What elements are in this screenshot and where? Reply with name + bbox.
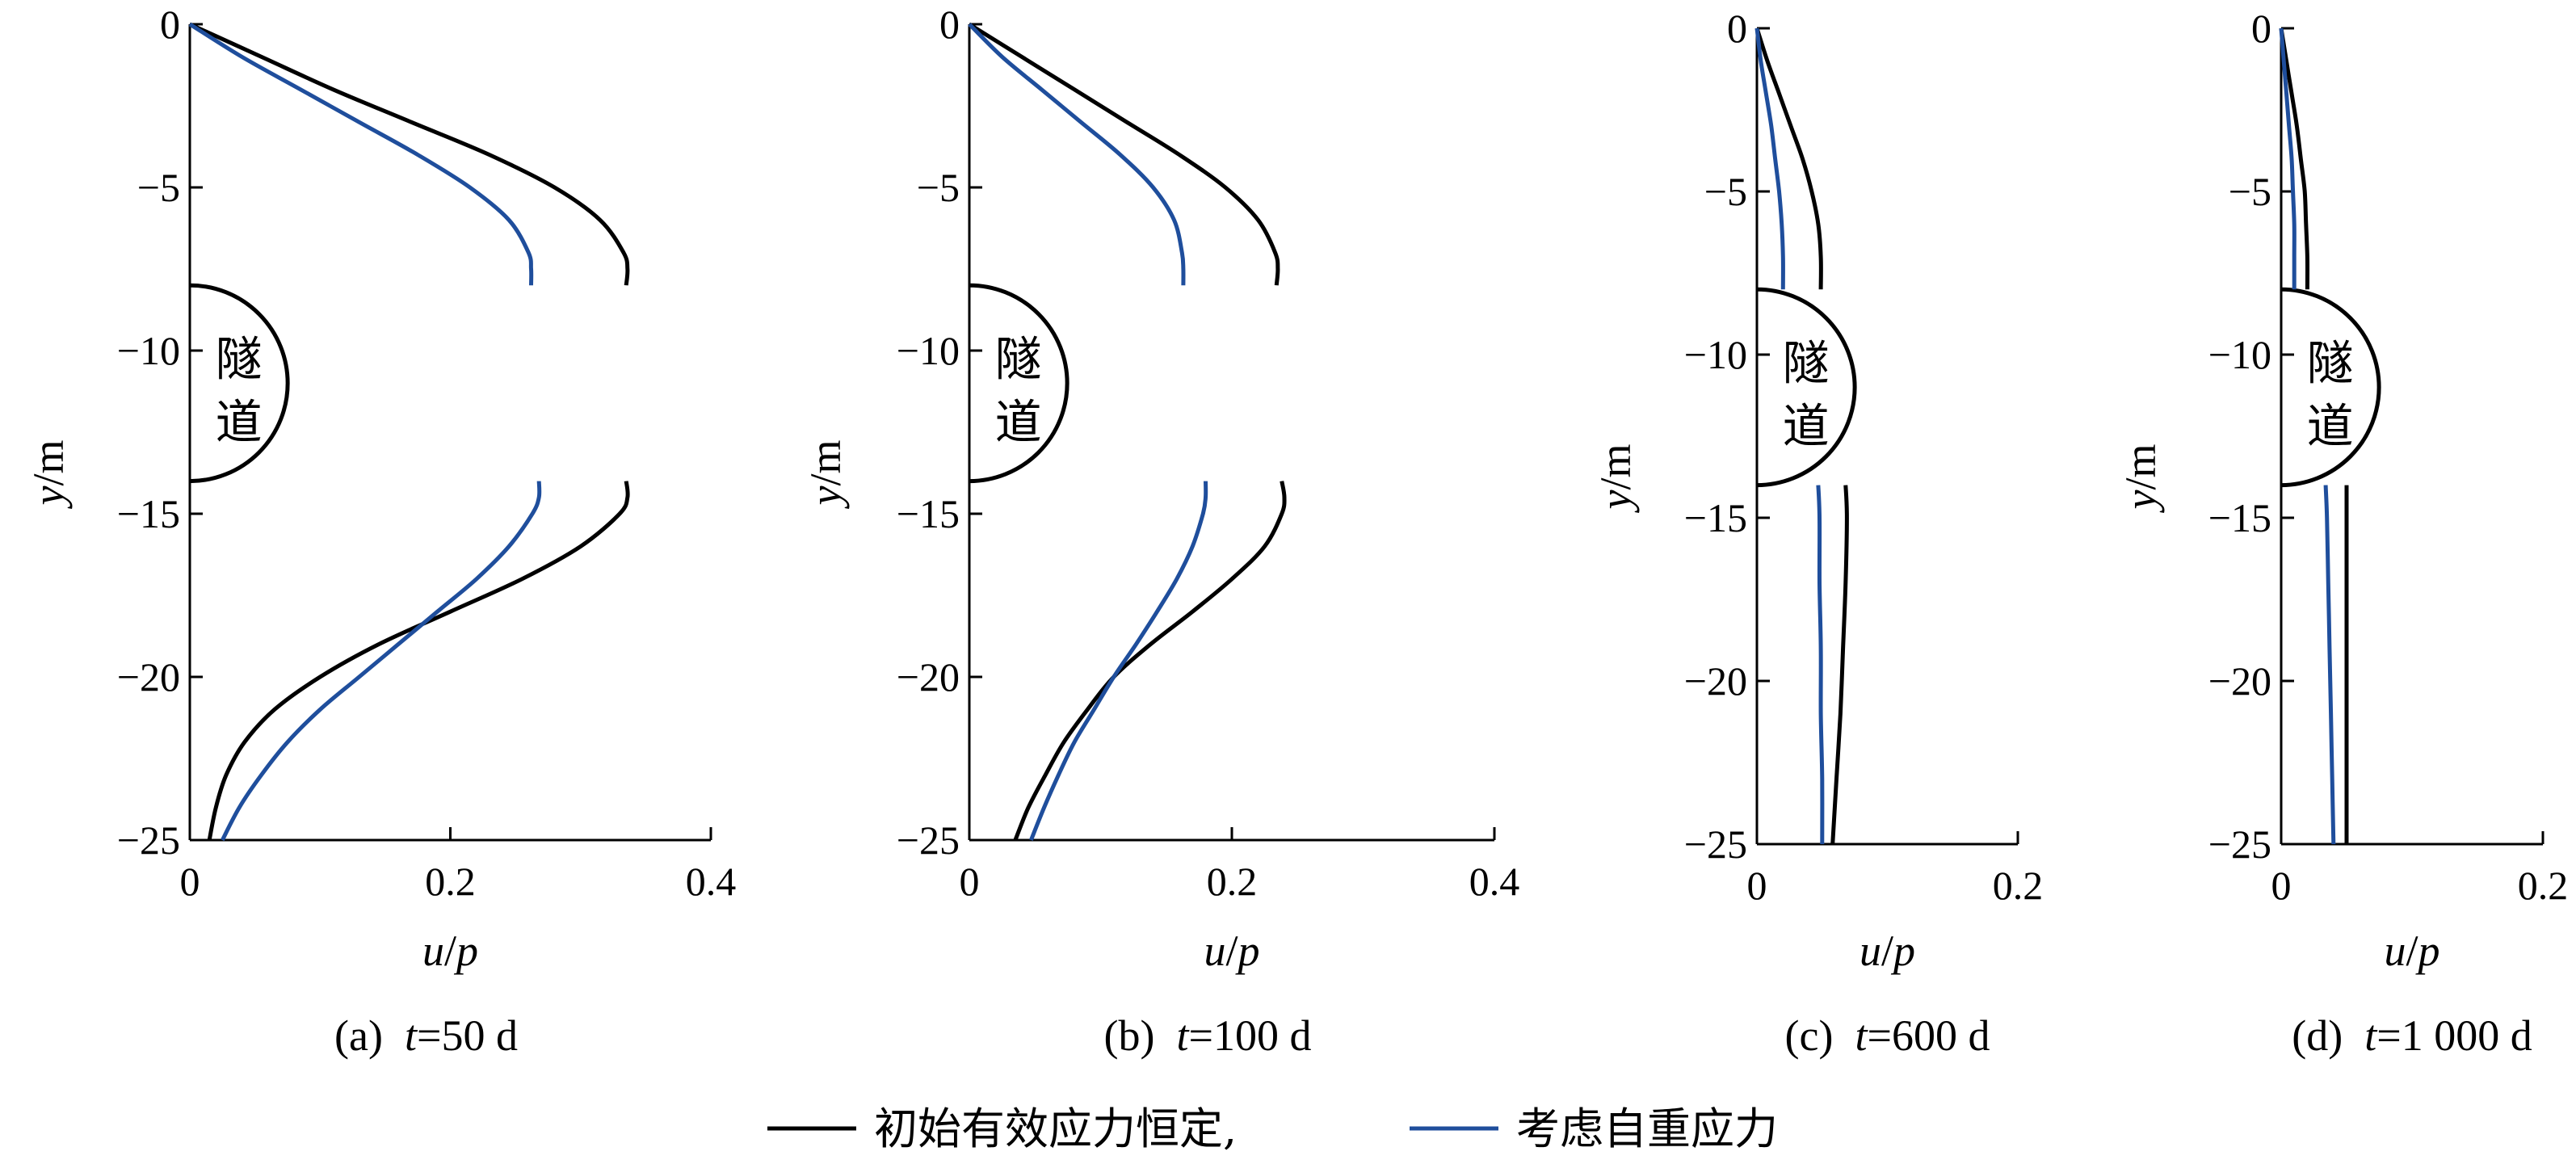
- y-tick-label: −20: [1684, 658, 1747, 704]
- series-line: [1754, 27, 1823, 290]
- x-axis-label: u/p: [422, 927, 478, 975]
- x-axis-label: u/p: [1860, 927, 1915, 975]
- panel-caption: (a) t=50 d: [334, 1011, 518, 1060]
- series-line: [207, 481, 630, 841]
- series-line: [2323, 485, 2336, 845]
- chart-panel: 0−5−10−15−20−250 0.2 0.4y/mu/p(b) t=100 d隧…: [801, 2, 1519, 1060]
- y-tick-label: 0: [160, 2, 180, 47]
- legend-label-black: 初始有效应力恒定,: [874, 1103, 1237, 1154]
- series-line: [188, 22, 534, 286]
- y-tick-label: −10: [2208, 332, 2271, 377]
- y-tick-label: −15: [2208, 495, 2271, 540]
- series-line: [1029, 481, 1208, 841]
- y-tick-label: 0: [939, 2, 960, 47]
- series-line: [221, 481, 542, 842]
- y-axis-label: y/m: [2116, 444, 2165, 514]
- tunnel-label: 道: [995, 394, 1042, 449]
- x-tick-label: 0: [960, 859, 980, 904]
- panels: 0−5−10−15−20−250 0.2 0.4y/mu/p(a) t=50 d隧道…: [24, 2, 2568, 1060]
- tunnel-label: 道: [1783, 398, 1830, 453]
- y-axis-label: y/m: [24, 440, 73, 510]
- tunnel-label: 隧: [2307, 335, 2354, 390]
- legend-label-blue: 考虑自重应力: [1516, 1103, 1778, 1154]
- y-tick-label: −20: [897, 654, 960, 700]
- series-line: [1830, 485, 1849, 845]
- y-tick-label: −5: [2229, 169, 2271, 214]
- y-tick-label: −20: [2208, 658, 2271, 704]
- x-axis-label: u/p: [2384, 927, 2439, 975]
- x-axis-label: u/p: [1204, 927, 1259, 975]
- y-tick-label: −25: [1684, 822, 1747, 867]
- y-tick-label: −25: [897, 817, 960, 863]
- panel-caption: (d) t=1 000 d: [2292, 1011, 2532, 1060]
- series-line: [2279, 27, 2297, 290]
- series-line: [2279, 27, 2310, 290]
- y-tick-label: −15: [117, 491, 180, 536]
- y-tick-label: −25: [2208, 822, 2271, 867]
- y-tick-label: −5: [1704, 169, 1747, 214]
- legend: 初始有效应力恒定, 考虑自重应力: [767, 1103, 1778, 1154]
- y-axis-label: y/m: [801, 440, 850, 510]
- series-line: [968, 22, 1280, 286]
- x-tick-label: 0.4: [1469, 859, 1520, 904]
- x-tick-label: 0: [2271, 863, 2292, 908]
- y-tick-label: −10: [117, 328, 180, 373]
- tunnel-label: 隧: [995, 331, 1042, 386]
- x-tick-label: 0.4: [686, 859, 737, 904]
- x-tick-label: 0: [1747, 863, 1767, 908]
- x-tick-label: 0.2: [1207, 859, 1258, 904]
- y-tick-label: −5: [917, 165, 960, 210]
- y-tick-label: −15: [897, 491, 960, 536]
- x-tick-label: 0.2: [425, 859, 476, 904]
- y-tick-label: 0: [2251, 6, 2271, 51]
- tunnel-label: 隧: [216, 331, 263, 386]
- y-tick-label: 0: [1727, 6, 1747, 51]
- x-tick-label: 0.2: [1993, 863, 2044, 908]
- chart-panel: 0−5−10−15−20−250 0.2 0.4y/mu/p(a) t=50 d隧道: [24, 2, 736, 1060]
- tunnel-label: 隧: [1783, 335, 1830, 390]
- x-tick-label: 0: [180, 859, 200, 904]
- series-line: [1754, 27, 1785, 290]
- tunnel-outline: [189, 283, 290, 484]
- y-tick-label: −20: [117, 654, 180, 700]
- tunnel-label: 道: [216, 394, 263, 449]
- panel-caption: (c) t=600 d: [1785, 1011, 1990, 1060]
- series-line: [1013, 481, 1287, 841]
- tunnel-outline: [1756, 287, 1857, 488]
- y-tick-label: −5: [137, 165, 180, 210]
- y-tick-label: −15: [1684, 495, 1747, 540]
- chart-panel: 0−5−10−15−20−250 0.2y/mu/p(c) t=600 d隧道: [1591, 6, 2043, 1060]
- series-line: [1816, 485, 1825, 845]
- chart-panel: 0−5−10−15−20−250 0.2y/mu/p(d) t=1 000 d隧道: [2116, 6, 2568, 1060]
- x-tick-label: 0.2: [2518, 863, 2569, 908]
- y-tick-label: −10: [897, 328, 960, 373]
- y-axis-label: y/m: [1591, 444, 1640, 514]
- tunnel-label: 道: [2307, 398, 2354, 453]
- y-tick-label: −25: [117, 817, 180, 863]
- series-line: [188, 22, 630, 286]
- y-tick-label: −10: [1684, 332, 1747, 377]
- tunnel-outline: [969, 283, 1069, 484]
- tunnel-outline: [2280, 287, 2381, 488]
- series-line: [968, 23, 1186, 286]
- panel-caption: (b) t=100 d: [1104, 1011, 1312, 1060]
